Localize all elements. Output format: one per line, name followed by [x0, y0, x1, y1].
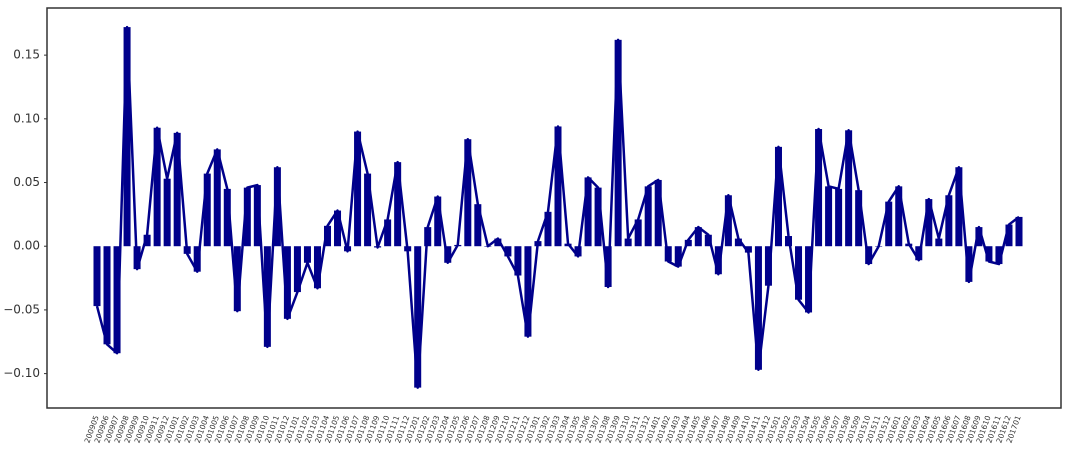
y-tick-label: 0.05	[13, 175, 40, 189]
bar	[364, 173, 372, 247]
line	[95, 25, 1020, 389]
bar	[764, 246, 772, 286]
bar	[845, 130, 853, 247]
bar	[243, 187, 251, 247]
bar	[524, 246, 532, 337]
bar	[805, 246, 813, 313]
bar	[544, 211, 552, 247]
bar	[885, 201, 893, 247]
bar	[624, 238, 632, 247]
bar	[815, 129, 823, 247]
bar	[153, 127, 161, 247]
bar	[163, 178, 171, 247]
bar	[474, 204, 482, 247]
bar	[594, 187, 602, 247]
bar	[323, 225, 332, 247]
bar	[1015, 216, 1023, 247]
bar	[223, 188, 231, 247]
bar	[193, 246, 201, 272]
bar	[935, 238, 943, 247]
bar	[995, 246, 1003, 265]
bar	[734, 238, 742, 247]
bar	[714, 246, 722, 275]
bar	[283, 246, 291, 319]
bar	[504, 246, 512, 257]
bar	[384, 219, 392, 247]
bar	[754, 246, 762, 370]
bar	[975, 227, 983, 247]
bar	[123, 27, 131, 247]
bar	[704, 234, 712, 247]
y-tick-label: 0.00	[13, 239, 40, 253]
bar	[724, 195, 732, 247]
bar	[835, 188, 843, 247]
bar	[273, 167, 281, 247]
bar	[113, 246, 121, 354]
y-tick-label: −0.10	[3, 366, 40, 380]
bar	[514, 246, 522, 276]
bar	[103, 246, 111, 345]
bar	[334, 210, 342, 247]
bar	[93, 246, 101, 307]
bar	[694, 227, 702, 247]
bar	[143, 234, 151, 247]
bar	[494, 238, 502, 247]
bar	[825, 186, 833, 247]
bar	[253, 185, 261, 247]
bar	[313, 246, 321, 289]
bar	[213, 149, 221, 247]
bar	[955, 167, 963, 247]
bar	[354, 131, 362, 247]
y-tick-label: 0.15	[13, 48, 40, 62]
bar	[464, 139, 472, 247]
bar	[945, 195, 953, 247]
bar	[744, 246, 752, 253]
bar	[263, 246, 271, 347]
bar	[925, 199, 933, 247]
bar	[414, 246, 422, 388]
bar	[774, 146, 782, 247]
bar	[985, 246, 993, 262]
bar	[614, 39, 622, 247]
bar	[173, 132, 181, 247]
y-tick-label: 0.10	[13, 111, 40, 125]
bar	[394, 162, 402, 247]
bar	[855, 190, 863, 247]
bar	[634, 219, 642, 247]
bar	[434, 196, 442, 247]
bar	[293, 246, 301, 293]
bar	[654, 179, 662, 247]
bar	[303, 246, 311, 263]
bar	[203, 173, 211, 247]
bar	[895, 186, 903, 247]
bar	[674, 246, 682, 267]
bar	[233, 246, 241, 312]
bar	[1005, 224, 1013, 247]
bar	[554, 126, 562, 247]
bar	[644, 186, 652, 247]
y-tick-label: −0.05	[3, 302, 40, 316]
bar	[584, 177, 592, 247]
bar	[795, 246, 803, 300]
bar	[965, 246, 973, 282]
plot-frame	[46, 7, 1062, 409]
